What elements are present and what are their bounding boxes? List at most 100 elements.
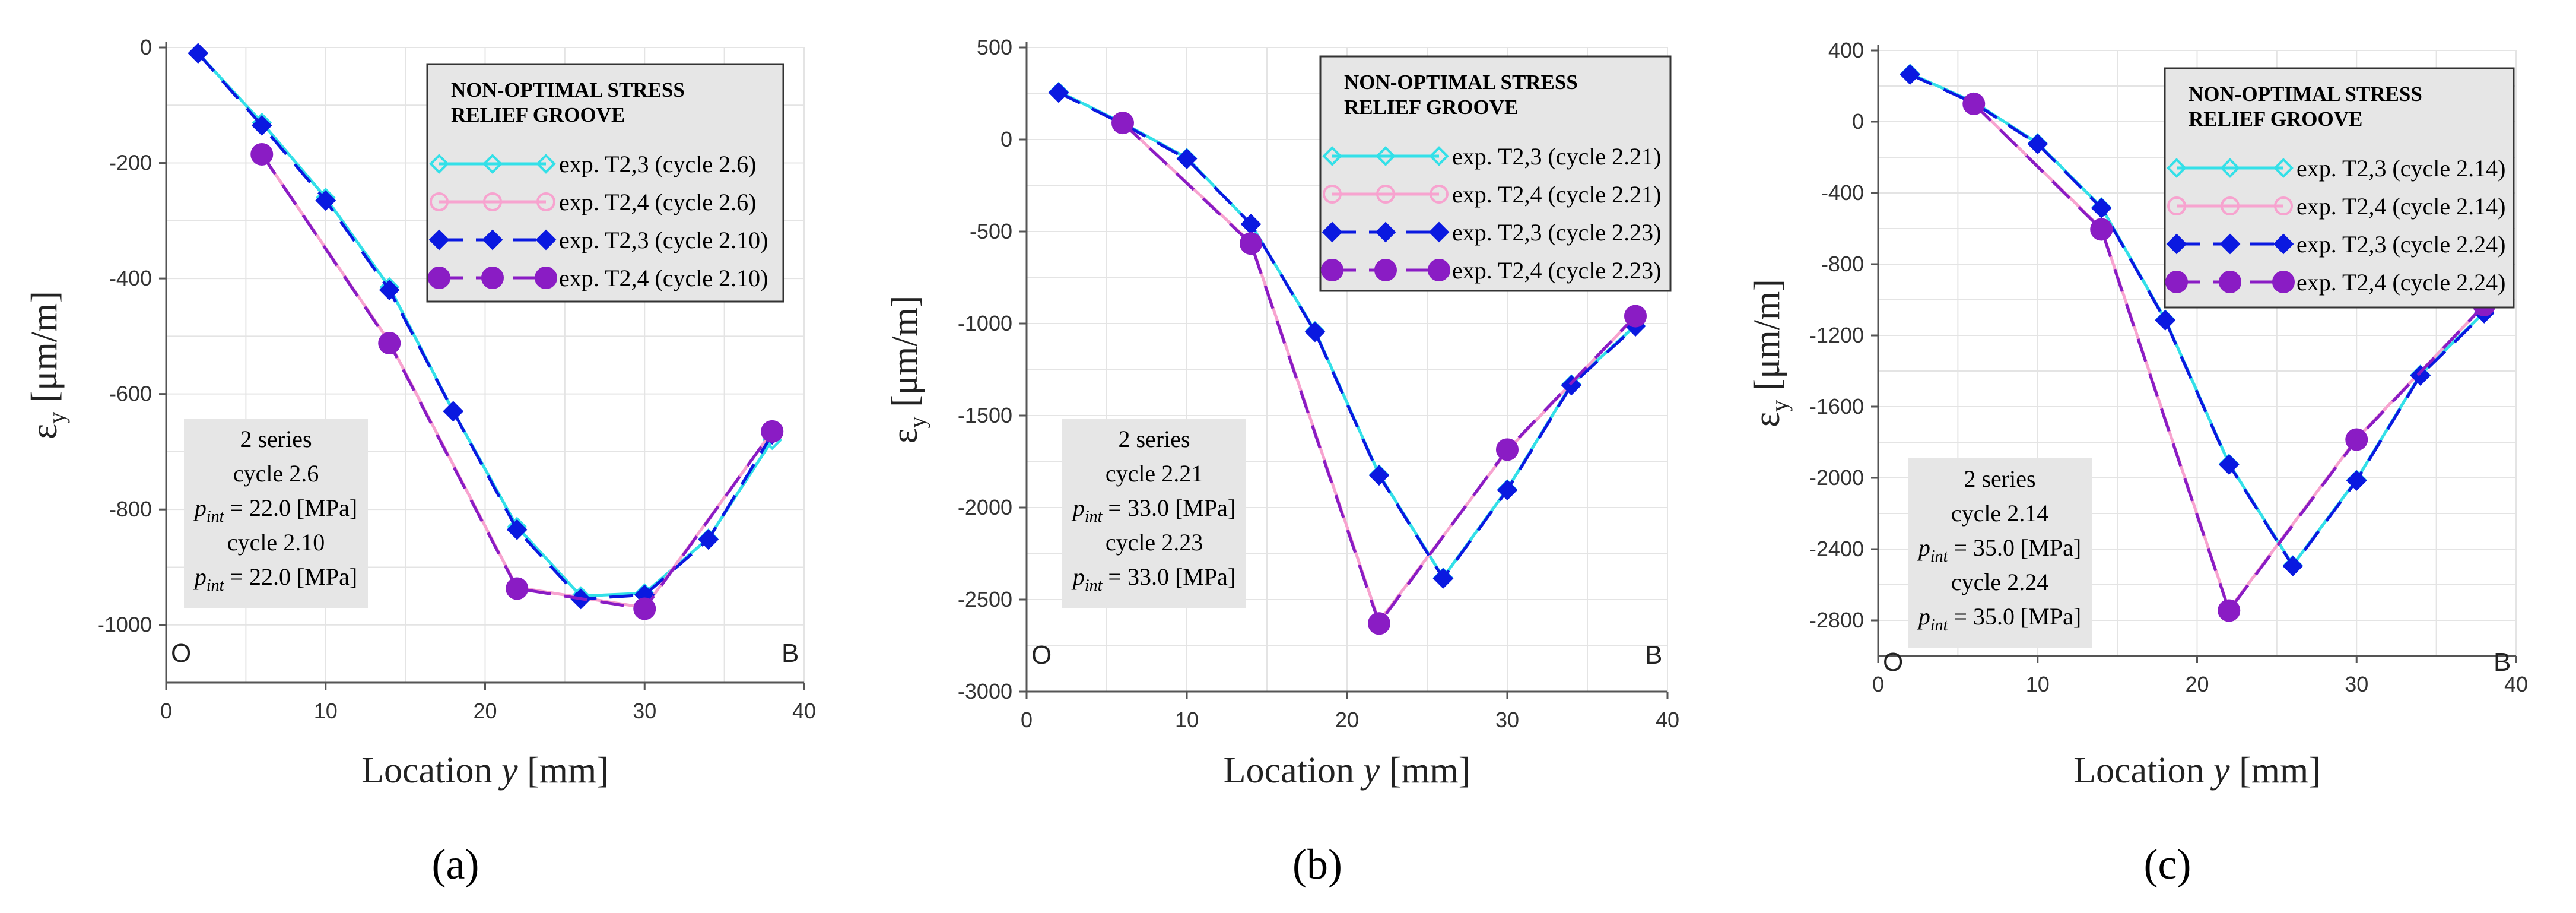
legend-marker: [535, 229, 557, 251]
data-point: [1368, 612, 1390, 635]
legend-marker: [2167, 158, 2187, 178]
legend-marker: [1428, 221, 1450, 243]
corner-label-o: O: [1883, 648, 1903, 677]
annotation-line: 2 series: [240, 426, 312, 452]
data-point: [1304, 321, 1326, 343]
y-tick-label: -2800: [1809, 608, 1864, 632]
data-point: [443, 401, 464, 422]
legend-marker: [428, 229, 450, 251]
series-line: [1909, 73, 2485, 569]
legend-marker: [1429, 146, 1449, 166]
legend-title: NON-OPTIMAL STRESS: [451, 78, 685, 102]
annotation-line: cycle 2.6: [233, 460, 319, 487]
legend-title: RELIEF GROOVE: [1344, 96, 1518, 119]
y-tick-label: -2000: [1809, 465, 1864, 490]
annotation-line: pint = 35.0 [MPa]: [1917, 534, 2081, 566]
data-point: [506, 519, 528, 540]
data-point: [2218, 599, 2241, 622]
chart-panel-1: 0 -200 -400 -600 -800 -1000 0 10 20 30 40 Location …: [24, 35, 816, 888]
y-tick-label: -500: [970, 219, 1012, 243]
legend-entry-label: exp. T2,3 (cycle 2.21): [1452, 143, 1661, 170]
y-tick-label: -400: [109, 266, 152, 290]
legend-marker: [481, 267, 504, 289]
legend-marker: [2273, 233, 2294, 255]
legend-marker: [1374, 259, 1397, 281]
data-point: [1900, 64, 1921, 85]
legend-marker: [2219, 233, 2241, 255]
legend-marker: [2167, 196, 2186, 215]
legend-marker: [2166, 233, 2187, 255]
annotation-box: 2 series cycle 2.21 pint = 33.0 [MPa] cycle…: [1062, 419, 1246, 608]
data-point: [2345, 428, 2368, 451]
annotation-line: cycle 2.24: [1951, 569, 2048, 595]
legend-marker: [1322, 221, 1343, 243]
legend-box: [426, 63, 784, 303]
data-point: [1048, 82, 1069, 103]
series-line: [1057, 91, 1637, 581]
legend-marker: [2165, 271, 2188, 293]
annotation-bg: [1908, 458, 2092, 648]
data-point: [1240, 232, 1262, 255]
legend-marker: [2273, 158, 2294, 178]
corner-label-b: B: [1645, 641, 1662, 670]
legend-marker: [430, 192, 449, 211]
y-tick-label: -1000: [97, 613, 152, 637]
legend-entry-label: exp. T2,4 (cycle 2.14): [2297, 193, 2505, 220]
x-tick-label: 40: [1656, 708, 1679, 732]
legend-entry-label: exp. T2,4 (cycle 2.6): [559, 189, 756, 215]
data-point: [1368, 465, 1390, 486]
data-point: [379, 280, 400, 300]
y-tick-label: -2500: [958, 587, 1012, 611]
data-point: [633, 597, 656, 620]
data-point: [506, 577, 529, 600]
data-point: [2282, 556, 2304, 576]
y-tick-label: -2000: [958, 495, 1012, 519]
legend-marker: [1376, 185, 1395, 204]
legend-entry-label: exp. T2,3 (cycle 2.14): [2297, 155, 2505, 182]
legend-marker: [1428, 259, 1450, 281]
annotation-bg: [184, 419, 368, 608]
data-point: [1111, 112, 1134, 135]
series-line: [1122, 122, 1637, 627]
data-point: [250, 142, 274, 166]
y-tick-label: -3000: [958, 679, 1012, 703]
legend-marker: [1323, 185, 1342, 204]
x-tick-label: 0: [160, 699, 172, 723]
data-point: [698, 529, 719, 550]
legend-marker: [1375, 221, 1396, 243]
series-line: [1973, 103, 2486, 614]
data-point: [2218, 454, 2240, 475]
y-tick-label: 0: [1000, 127, 1012, 151]
data-point: [1561, 375, 1582, 396]
annotation-line: pint = 33.0 [MPa]: [1071, 494, 1235, 526]
data-point: [2410, 365, 2431, 386]
corner-label-b: B: [2494, 648, 2511, 677]
y-axis-title: εy [μm/m]: [885, 296, 930, 444]
y-tick-label: -1200: [1809, 323, 1864, 347]
x-tick-label: 30: [1495, 708, 1519, 732]
x-axis-title: Location y [mm]: [2073, 750, 2321, 791]
y-tick-label: 0: [140, 35, 152, 59]
y-tick-label: -800: [109, 497, 152, 521]
data-point: [1962, 93, 1986, 115]
legend-marker: [2221, 196, 2240, 215]
panel-label: (b): [1292, 841, 1342, 888]
y-tick-label: -600: [109, 382, 152, 406]
data-point: [2091, 198, 2112, 218]
series-4: [1111, 112, 1647, 635]
legend-entry-label: exp. T2,3 (cycle 2.23): [1452, 219, 1661, 246]
x-tick-label: 30: [2345, 672, 2368, 696]
legend-box: [1319, 55, 1672, 292]
legend-marker: [1430, 185, 1449, 204]
y-tick-label: -200: [109, 151, 152, 175]
legend-marker: [429, 154, 449, 174]
legend-title: NON-OPTIMAL STRESS: [2189, 83, 2422, 106]
legend-marker: [1322, 146, 1342, 166]
legend-marker: [536, 192, 555, 211]
annotation-box: 2 series cycle 2.6 pint = 22.0 [MPa] cycle …: [184, 419, 368, 608]
annotation-line: 2 series: [1118, 426, 1190, 452]
series-line: [261, 153, 774, 611]
legend-entry-label: exp. T2,3 (cycle 2.6): [559, 151, 756, 177]
data-point: [2090, 218, 2113, 241]
